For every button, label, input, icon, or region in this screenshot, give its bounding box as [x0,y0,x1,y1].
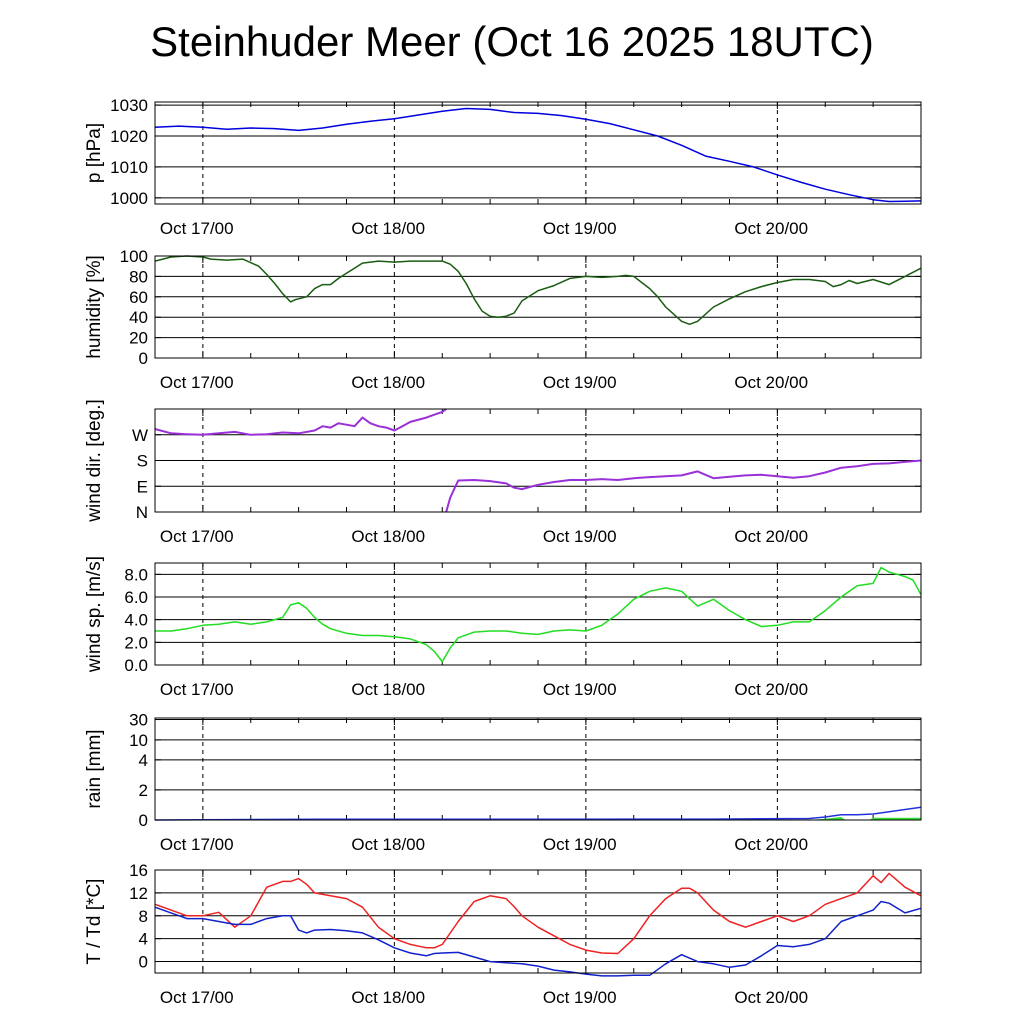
pressure-y-tick-label: 1020 [110,127,148,146]
rain-frame [154,717,922,821]
humidity-line [154,255,922,326]
wind-speed-y-tick-label: 2.0 [124,633,148,652]
humidity-y-tick-label: 100 [120,247,148,266]
humidity-x-tick-label: Oct 19/00 [543,373,617,392]
humidity-y-tick-label: 40 [129,308,148,327]
humidity-y-tick-label: 80 [129,267,148,286]
rain-y-axis-title: rain [mm] [84,729,105,808]
wind-dir-x-tick-label: Oct 19/00 [543,527,617,546]
wind-dir-y-tick-label: S [137,452,148,471]
wind-speed-y-tick-label: 4.0 [124,611,148,630]
wind-dir-frame [154,408,922,513]
temperature-x-tick-label: Oct 19/00 [543,988,617,1007]
wind-dir-x-tick-label: Oct 17/00 [160,527,234,546]
temperature-x-tick-label: Oct 18/00 [351,988,425,1007]
wind-dir-line [445,459,922,513]
temperature-y-tick-label: 4 [139,930,148,949]
rain-x-tick-label: Oct 17/00 [160,835,234,854]
temperature-y-axis-title: T / Td [*C] [84,879,105,965]
rain-y-tick-label: 4 [139,751,148,770]
temperature-y-tick-label: 0 [139,953,148,972]
wind-speed-panel: 0.0 2.0 4.0 6.0 8.0 Oct 17/00 Oct 18/00 Oct 19/… [84,556,922,699]
dewpoint-line [154,900,922,977]
wind-speed-y-tick-label: 6.0 [124,588,148,607]
humidity-x-tick-label: Oct 20/00 [734,373,808,392]
rain-y-tick-label: 10 [129,731,148,750]
pressure-y-axis-title: p [hPa] [84,123,105,183]
rain-line [154,806,922,821]
rain-y-tick-label: 0 [139,811,148,830]
wind-speed-frame [154,562,922,666]
humidity-frame [154,255,922,359]
rain-y-tick-label: 2 [139,781,148,800]
temperature-y-tick-label: 12 [129,884,148,903]
wind-dir-x-tick-label: Oct 18/00 [351,527,425,546]
wind-speed-x-tick-label: Oct 18/00 [351,680,425,699]
temperature-y-tick-label: 16 [129,861,148,880]
wind-speed-y-tick-label: 8.0 [124,565,148,584]
wind-dir-x-tick-label: Oct 20/00 [734,527,808,546]
temperature-frame [154,869,922,974]
wind-speed-y-tick-label: 0.0 [124,656,148,675]
temperature-line [154,872,922,955]
wind-speed-x-tick-label: Oct 20/00 [734,680,808,699]
temperature-y-tick-label: 8 [139,907,148,926]
rain-y-tick-label: 30 [129,711,148,730]
temperature-x-tick-label: Oct 20/00 [734,988,808,1007]
pressure-x-tick-label: Oct 20/00 [734,219,808,238]
pressure-line [154,107,922,203]
humidity-y-tick-label: 0 [139,349,148,368]
humidity-x-tick-label: Oct 18/00 [351,373,425,392]
wind-speed-x-tick-label: Oct 19/00 [543,680,617,699]
wind-dir-y-axis-title: wind dir. [deg.] [84,399,105,523]
wind-speed-line [155,566,922,663]
pressure-y-tick-label: 1000 [110,189,148,208]
wind-dir-line [154,408,447,436]
wind-speed-y-axis-title: wind sp. [m/s] [84,556,105,673]
wind-speed-x-tick-label: Oct 17/00 [160,680,234,699]
wind-dir-y-tick-label: N [136,503,148,522]
pressure-panel: 1000 1010 1020 1030 Oct 17/00 Oct 18/00 Oct 19… [84,96,922,238]
pressure-x-tick-label: Oct 17/00 [160,219,234,238]
rain-x-tick-label: Oct 18/00 [351,835,425,854]
humidity-y-tick-label: 60 [129,288,148,307]
pressure-x-tick-label: Oct 19/00 [543,219,617,238]
temperature-x-tick-label: Oct 17/00 [160,988,234,1007]
pressure-y-tick-label: 1030 [110,96,148,115]
pressure-frame [154,101,922,205]
wind-dir-y-tick-label: E [137,477,148,496]
humidity-y-axis-title: humidity [%] [84,255,105,358]
rain-x-tick-label: Oct 20/00 [734,835,808,854]
chart-title: Steinhuder Meer (Oct 16 2025 18UTC) [150,18,874,65]
rain-x-tick-label: Oct 19/00 [543,835,617,854]
temperature-panel: 0 4 8 12 16 Oct 17/00 Oct 18/00 Oct 19/00 Oct 20… [84,861,922,1007]
pressure-x-tick-label: Oct 18/00 [351,219,425,238]
humidity-y-tick-label: 20 [129,329,148,348]
wind-dir-y-tick-label: W [132,426,148,445]
humidity-x-tick-label: Oct 17/00 [160,373,234,392]
pressure-y-tick-label: 1010 [110,158,148,177]
